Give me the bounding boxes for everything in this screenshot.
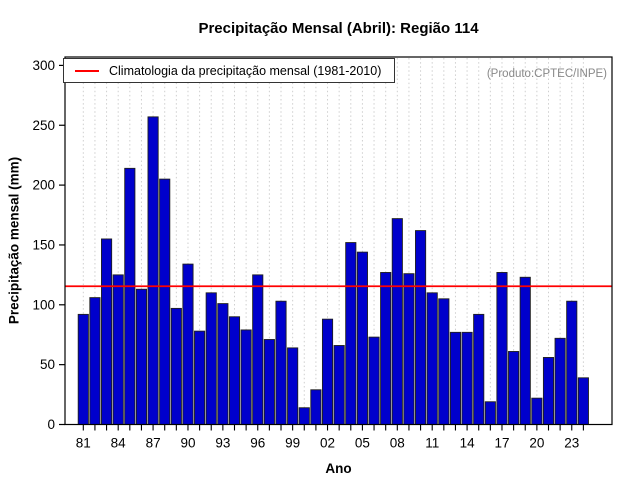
bar-2002 — [321, 318, 334, 425]
x-tick-label-2005: 05 — [355, 436, 370, 451]
bar-2007 — [380, 272, 392, 425]
bar-2021 — [542, 357, 555, 425]
bar-1982 — [89, 297, 101, 425]
x-tick-label-1981: 81 — [76, 436, 91, 451]
y-tick-label-150: 150 — [32, 237, 55, 252]
bar-1996 — [252, 274, 264, 425]
x-tick-label-2020: 20 — [529, 436, 544, 451]
bar-2017 — [496, 272, 508, 425]
bar-1981 — [77, 313, 89, 425]
x-tick-label-2002: 02 — [320, 436, 335, 451]
bar-2006 — [368, 336, 380, 425]
produto-annotation: (Produto:CPTEC/INPE) — [486, 68, 607, 80]
bar-2024 — [577, 377, 589, 425]
bar-1989 — [170, 307, 182, 425]
y-tick-label-100: 100 — [32, 297, 55, 312]
bar-2023 — [566, 300, 578, 425]
bar-1991 — [194, 330, 206, 425]
bar-2001 — [310, 389, 322, 425]
bar-2009 — [403, 273, 415, 425]
bar-2013 — [449, 331, 462, 425]
x-tick-label-1993: 93 — [215, 436, 230, 451]
bar-1987 — [147, 116, 159, 425]
x-tick-label-2011: 11 — [425, 436, 439, 451]
bar-2019 — [519, 276, 531, 425]
x-tick-label-1999: 99 — [285, 436, 300, 451]
bar-2016 — [484, 401, 496, 425]
bar-2010 — [415, 230, 427, 425]
bar-1985 — [124, 167, 136, 425]
x-axis-label: Ano — [325, 461, 352, 476]
x-tick-label-1987: 87 — [146, 436, 161, 451]
y-tick-label-250: 250 — [32, 118, 55, 133]
x-tick-label-1996: 96 — [250, 436, 265, 451]
legend-label: Climatologia da precipitação mensal (198… — [109, 63, 382, 78]
bar-1994 — [228, 316, 241, 425]
bar-2014 — [461, 331, 473, 425]
bar-2020 — [531, 397, 543, 425]
y-tick-label-50: 50 — [40, 357, 55, 372]
bar-2000 — [298, 407, 310, 425]
bar-2012 — [438, 298, 450, 425]
bar-2008 — [391, 218, 403, 425]
bar-2004 — [345, 242, 357, 425]
bar-1998 — [275, 300, 287, 425]
bar-1988 — [159, 178, 171, 425]
x-tick-label-2023: 23 — [564, 436, 579, 451]
bar-1993 — [217, 303, 229, 425]
bar-2005 — [356, 251, 368, 425]
bar-2015 — [473, 313, 485, 425]
bar-1990 — [182, 263, 194, 425]
bar-1986 — [135, 288, 148, 425]
bar-1983 — [101, 238, 113, 425]
bar-2003 — [333, 345, 345, 425]
x-tick-label-2008: 08 — [390, 436, 405, 451]
bar-2022 — [554, 337, 566, 425]
y-tick-label-300: 300 — [32, 58, 55, 73]
x-tick-label-2017: 17 — [494, 436, 509, 451]
legend: Climatologia da precipitação mensal (198… — [63, 58, 395, 83]
x-tick-label-1984: 84 — [111, 436, 127, 451]
bar-1999 — [287, 347, 299, 425]
y-tick-label-200: 200 — [32, 178, 55, 193]
plot-frame — [64, 56, 613, 426]
x-tick-label-2014: 14 — [460, 436, 476, 451]
y-axis-label: Precipitação mensal (mm) — [6, 156, 22, 325]
legend-line-swatch-icon — [75, 69, 99, 72]
y-tick-label-0: 0 — [47, 417, 55, 432]
x-tick-label-1990: 90 — [180, 436, 195, 451]
bar-1997 — [263, 339, 275, 425]
chart-title: Precipitação Mensal (Abril): Região 114 — [198, 20, 479, 37]
bar-1984 — [112, 274, 124, 425]
bar-2018 — [508, 351, 520, 425]
bar-1995 — [240, 329, 252, 425]
bar-1992 — [205, 292, 217, 425]
bar-2011 — [426, 292, 438, 425]
